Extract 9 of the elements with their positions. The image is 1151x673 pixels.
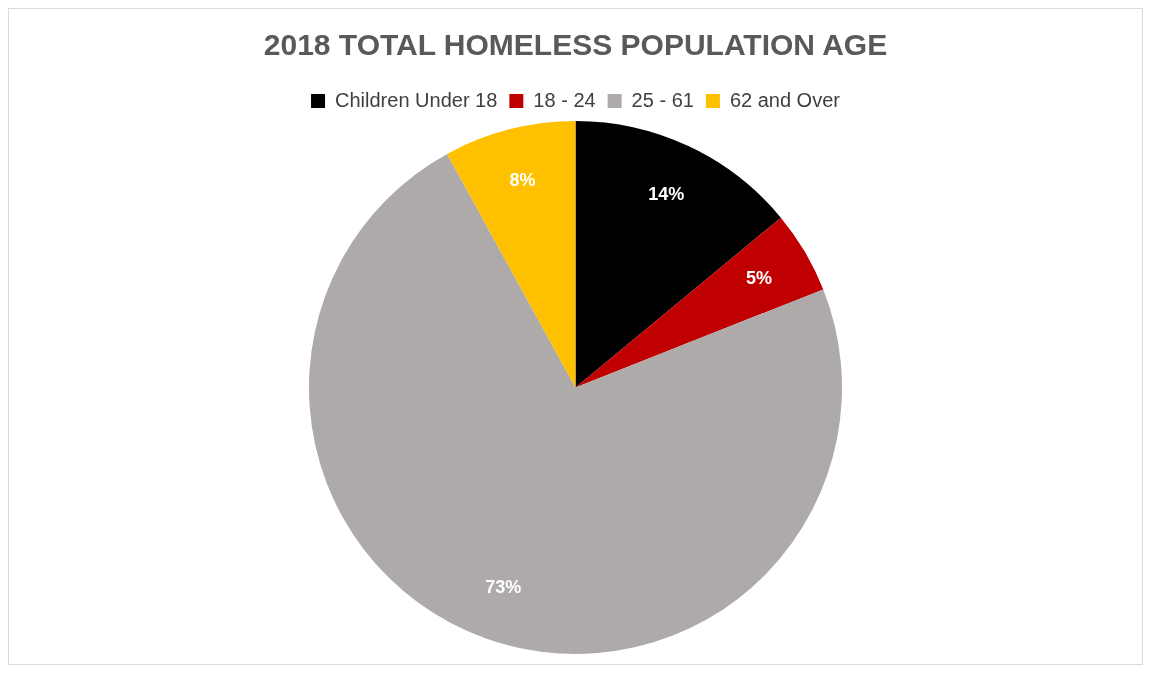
- legend-label: 62 and Over: [729, 88, 841, 111]
- legend-label: 25 - 61: [631, 88, 694, 111]
- data-label: 5%: [746, 267, 773, 288]
- chart-title: 2018 TOTAL HOMELESS POPULATION AGE: [263, 28, 888, 62]
- legend-label: 18 - 24: [533, 88, 596, 111]
- data-label: 8%: [509, 169, 536, 190]
- data-label: 14%: [648, 183, 685, 204]
- data-label: 73%: [485, 577, 522, 598]
- legend-label: Children Under 18: [335, 88, 498, 111]
